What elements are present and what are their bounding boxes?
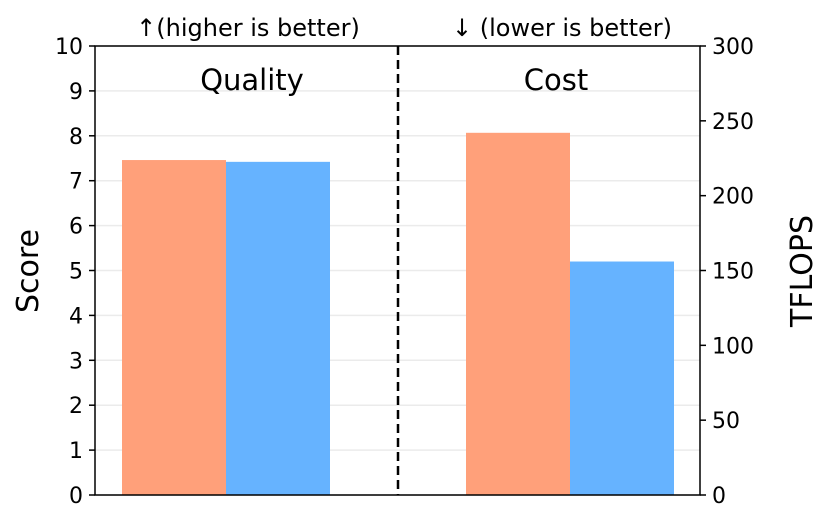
left-tick-label: 10 (55, 35, 83, 60)
group-label-cost: Cost (524, 63, 588, 97)
annotation-higher-better: ↑(higher is better) (136, 14, 360, 42)
right-tick-label: 300 (712, 35, 754, 60)
left-tick-label: 1 (69, 439, 83, 464)
right-axis-label: TFLOPS (785, 215, 820, 328)
left-tick-label: 5 (69, 260, 83, 285)
left-tick-label: 7 (69, 170, 83, 195)
left-tick-label: 4 (69, 304, 83, 329)
group-label-quality: Quality (200, 63, 304, 97)
bar-cost-1 (570, 261, 674, 495)
right-tick-label: 50 (712, 409, 740, 434)
left-tick-label: 6 (69, 215, 83, 240)
left-axis-label: Score (11, 229, 46, 313)
left-tick-label: 0 (69, 484, 83, 509)
right-tick-label: 200 (712, 185, 754, 210)
left-tick-label: 9 (69, 80, 83, 105)
right-tick-label: 150 (712, 260, 754, 285)
right-tick-label: 250 (712, 110, 754, 135)
right-tick-label: 0 (712, 484, 726, 509)
right-tick-label: 100 (712, 334, 754, 359)
annotation-lower-better: ↓ (lower is better) (452, 14, 672, 42)
left-tick-label: 8 (69, 125, 83, 150)
bar-quality-1 (226, 161, 330, 496)
bar-quality-0 (122, 160, 226, 495)
left-tick-label: 3 (69, 349, 83, 374)
left-tick-label: 2 (69, 394, 83, 419)
bar-cost-0 (466, 132, 570, 495)
